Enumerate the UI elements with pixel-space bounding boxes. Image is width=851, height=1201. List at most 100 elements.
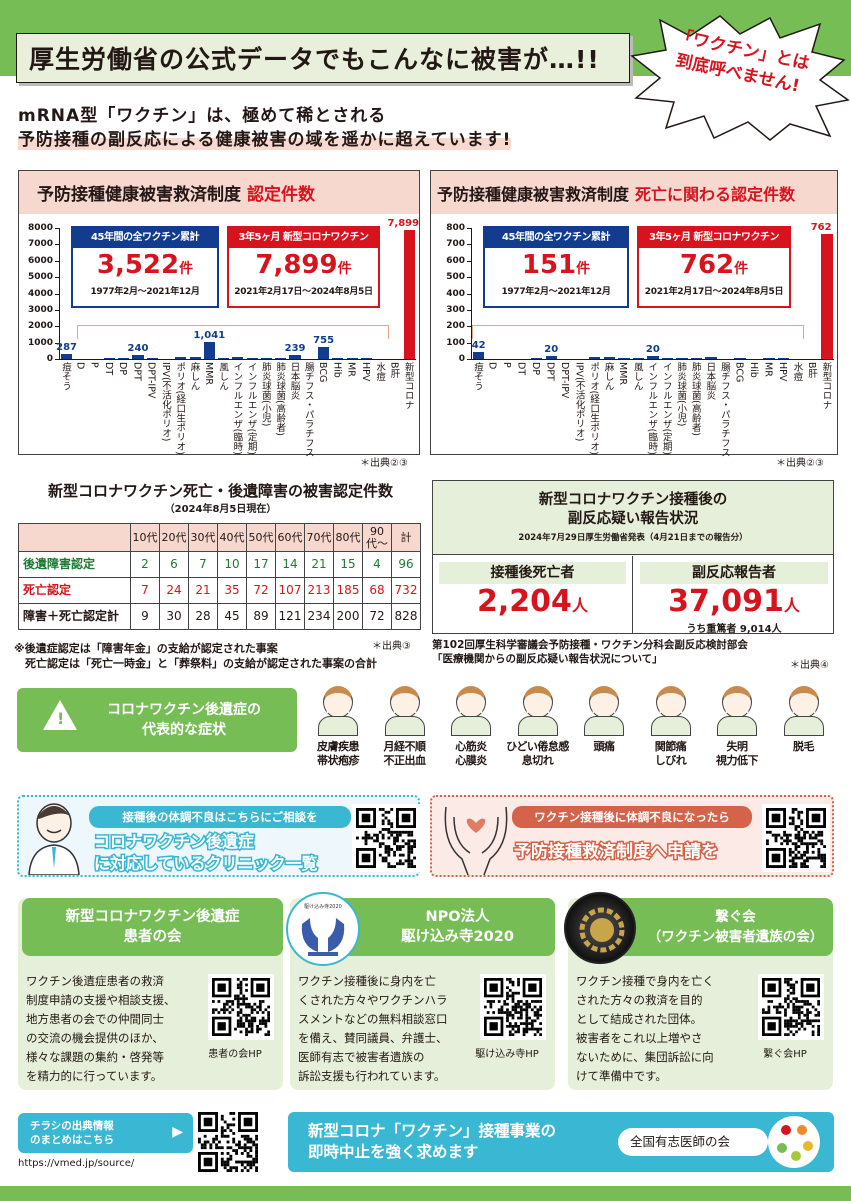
table-row: 障害＋死亡認定計 9 30 28 45 89 121 234 200 72 828 [18,603,421,630]
stat-value: 2,204 [477,584,572,619]
person-icon [722,686,752,718]
symptom-item: 失明 視力低下 [704,686,770,768]
qr-code[interactable] [208,974,274,1040]
reports-stat: 副反応報告者 37,091人 うち重篤者 9,014人 [634,556,834,635]
x-tick-label: 腸チフス・パラチフス [302,362,314,457]
table-cell: 24 [159,577,189,604]
qr-code[interactable] [196,1110,260,1174]
callout-period: 1977年2月〜2021年12月 [501,287,611,297]
deaths-stat: 接種後死亡者 2,204人 [433,556,633,634]
x-tick-label: D [486,362,498,370]
y-tick-label: 8000 [27,223,53,233]
symptom-label: 関節痛 しびれ [654,740,687,767]
org-card-tsunagukai: 繋ぐ会 （ワクチン被害者遺族の会） ワクチン接種で身内を亡く された方々の救済を… [564,892,833,1090]
y-tick [55,359,59,360]
column-header: 50代 [246,523,276,552]
y-tick [55,228,59,229]
card-body: ワクチン接種で身内を亡く された方々の救済を目的 として結成された団体。 被害者… [576,974,714,1083]
qr-code[interactable] [758,974,824,1040]
bar [246,357,258,359]
x-tick-label: 麻しん [602,362,614,391]
x-tick-label: MMR [202,362,214,385]
person-icon [456,686,486,718]
callout-head: 45年間の全ワクチン累計 [73,228,217,248]
lead-line-1: mRNA型「ワクチン」は、極めて稀とされる [18,106,387,126]
bar [821,234,833,359]
bar [132,355,144,359]
bar [218,357,230,359]
data-label: 7,899 [387,217,420,229]
panel-title-main: 予防接種健康被害救済制度 [37,185,241,205]
clinic-list-banner[interactable]: 接種後の体調不良はこちらにご相談を コロナワクチン後遺症 に対応しているクリニッ… [17,795,420,877]
relief-application-banner[interactable]: ワクチン接種後に体調不良になったら 予防接種救済制度へ申請を [430,795,834,877]
bottom-green-band [0,1186,851,1201]
y-tick [467,359,471,360]
bar [589,357,601,359]
y-tick [55,260,59,262]
column-header: 60代 [275,523,305,552]
callout-head: 45年間の全ワクチン累計 [485,228,627,248]
x-tick-label: DPT [544,362,556,381]
x-tick-label: DT [515,362,527,376]
person-body-icon [584,716,624,736]
chart-panel-deaths: 予防接種健康被害救済制度 死亡に関わる認定件数 45年間の全ワクチン累計 151件… [430,170,838,457]
org-card-kakekomidera: NPO法人 駆け込み寺2020 駆け込み寺2020 ワクチン接種後に身内を亡 く… [286,892,555,1090]
y-tick [467,228,471,229]
chart-panel-certified: 予防接種健康被害救済制度 認定件数 45年間の全ワクチン累計 3,522件 197… [18,170,420,457]
person-icon [655,686,686,718]
bar [346,357,358,359]
x-tick-label: B肝 [388,362,400,379]
bar [275,357,287,359]
y-tick [467,244,471,246]
lead-line-2: 予防接種の副反応による健康被害の域を遥かに超えています! [18,130,512,150]
person-body-icon [451,716,491,736]
symptom-item: 皮膚疾患 帯状疱疹 [305,686,371,768]
x-tick-label: DP [530,362,542,376]
column-header: 計 [391,523,421,552]
x-tick-label: インフルエンザ(臨時) [231,362,243,455]
card-title: 新型コロナワクチン後遺症 患者の会 [22,898,283,956]
relief-application-link[interactable]: 予防接種救済制度へ申請を [513,841,720,864]
symptom-item: 心筋炎 心膜炎 [438,686,504,768]
symptom-label: ひどい倦怠感 息切れ [506,740,569,767]
column-header: 20代 [159,523,189,552]
y-tick-label: 3000 [27,304,53,315]
stat-value: 37,091 [668,584,784,619]
consult-pill: ワクチン接種後に体調不良になったら [512,806,752,828]
source-note: ＊出典②③ [360,458,408,469]
table-cell: 96 [391,551,421,578]
callout-period: 1977年2月〜2021年12月 [90,287,200,297]
table-title: 新型コロナワクチン死亡・後遺障害の被害認定件数 [47,482,393,500]
y-tick [467,293,471,295]
qr-code[interactable] [480,974,546,1040]
x-tick-label: IPV(不活化ポリオ) [573,362,585,442]
x-tick-label: 新型コロナ [820,362,832,410]
x-tick-label: B肝 [805,362,817,379]
qr-caption[interactable]: 駆け込み寺HP [475,1049,539,1060]
x-tick-label: DPT-IPV [559,362,571,399]
person-body-icon [318,716,358,736]
demand-banner: 新型コロナ「ワクチン」接種事業の 即時中止を強く求めます 全国有志医師の会 [288,1112,834,1172]
qr-caption[interactable]: 患者の会HP [208,1049,262,1060]
table-cell: 7 [188,551,218,578]
bar [545,355,557,359]
qr-caption[interactable]: 繋ぐ会HP [763,1049,807,1060]
source-info-button[interactable]: チラシの出典情報 のまとめはこちら ▶ [18,1113,193,1153]
table-cell: 213 [304,577,334,604]
x-tick-label: Hib [747,362,759,378]
bar [118,357,130,359]
qr-code[interactable] [762,804,830,872]
x-tick-label: 肺炎球菌(高齢者) [274,362,286,436]
qr-code[interactable] [352,804,420,872]
callout-value: 762 [679,250,735,280]
clinic-list-link[interactable]: コロナワクチン後遺症 に対応しているクリニック一覧 [93,831,320,875]
bar [203,341,215,359]
x-tick-label: 水痘 [374,362,386,381]
bar [618,357,630,359]
symptoms-title: コロナワクチン後遺症の 代表的な症状 [107,702,261,738]
y-tick-label: 300 [446,304,465,315]
card-title: NPO法人 駆け込み寺2020 [330,898,555,956]
source-url[interactable]: https://vmed.jp/source/ [18,1158,135,1169]
y-tick [467,326,471,328]
serious-count: うち重篤者 9,014人 [686,624,782,635]
